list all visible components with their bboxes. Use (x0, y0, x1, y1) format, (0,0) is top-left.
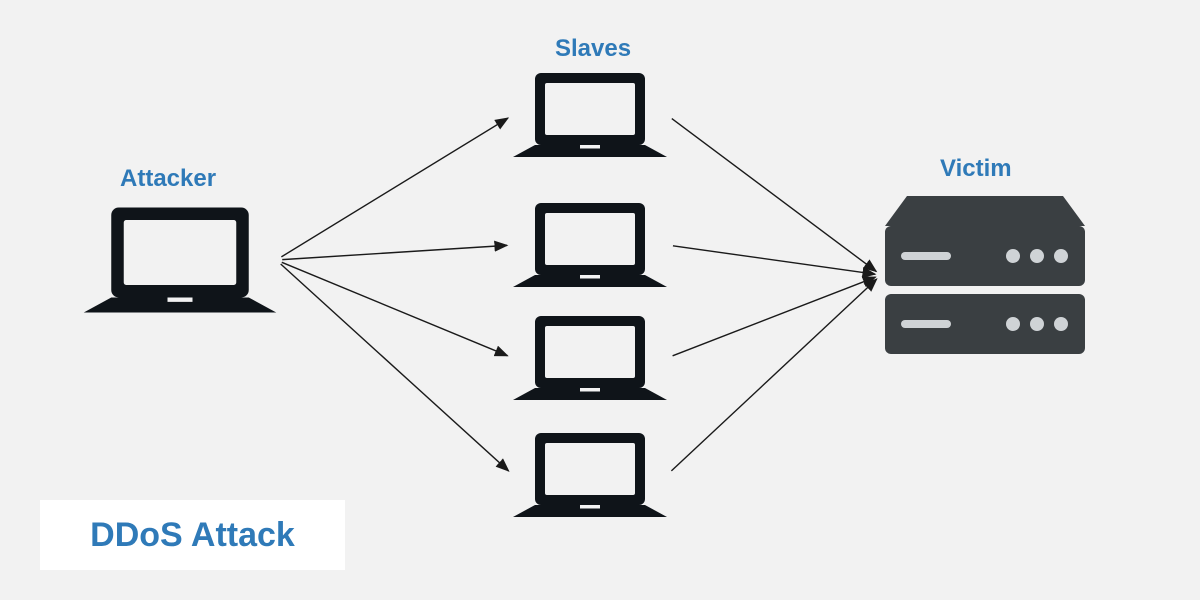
diagram-title: DDoS Attack (40, 500, 345, 570)
flow-arrow (671, 279, 876, 471)
laptop-icon (513, 433, 667, 517)
laptop-icon (513, 203, 667, 287)
laptop-icon (513, 316, 667, 400)
slaves-label: Slaves (555, 35, 631, 63)
flow-arrow (673, 246, 875, 274)
diagram-canvas: Attacker Slaves Victim DDoS Attack (0, 0, 1200, 600)
flow-arrow (282, 262, 508, 355)
flow-arrow (282, 245, 507, 259)
victim-label: Victim (940, 155, 1012, 183)
laptop-icon (84, 208, 277, 313)
server-icon (885, 196, 1085, 354)
laptop-icon (513, 73, 667, 157)
flow-arrow (672, 119, 876, 272)
attacker-label: Attacker (120, 165, 216, 193)
flow-arrow (673, 277, 876, 356)
flow-arrow (281, 118, 508, 257)
flow-arrow (281, 264, 509, 471)
diagram-title-text: DDoS Attack (90, 516, 295, 555)
